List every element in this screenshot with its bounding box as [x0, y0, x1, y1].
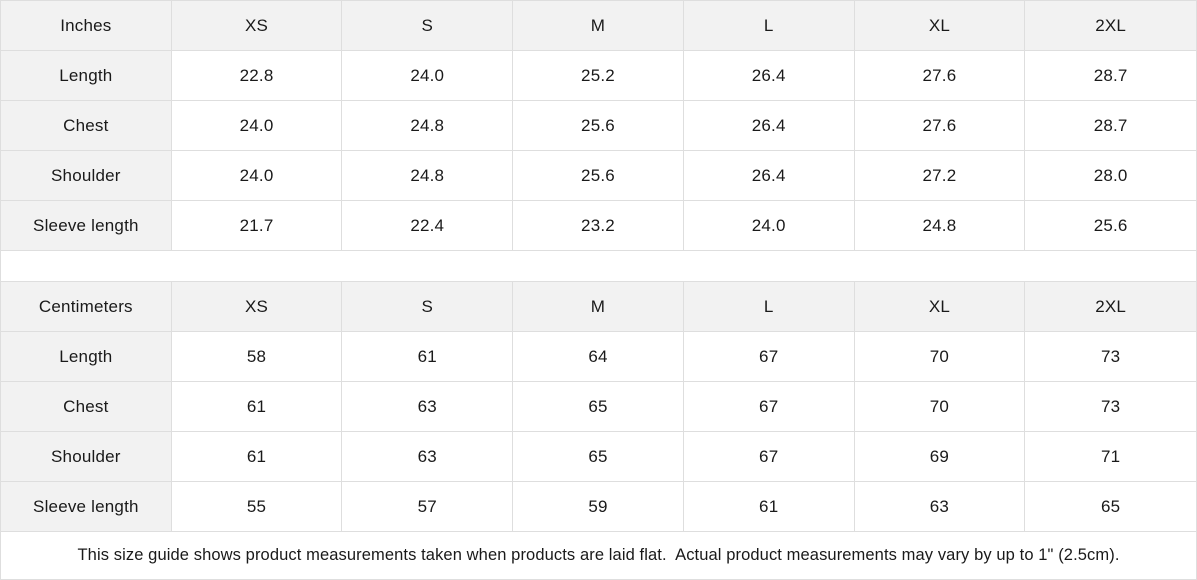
measurement-cell: 25.2: [513, 51, 684, 101]
size-column-header: XS: [171, 282, 343, 332]
measurement-cell: 65: [513, 432, 684, 482]
measurement-cell: 25.6: [513, 151, 684, 201]
measurement-cell: 24.0: [171, 151, 343, 201]
measurement-cell: 24.8: [342, 101, 514, 151]
measurement-cell: 61: [683, 482, 855, 532]
measurement-cell: 22.8: [171, 51, 343, 101]
measurement-cell: 27.6: [854, 101, 1026, 151]
row-label: Sleeve length: [1, 201, 172, 251]
measurement-cell: 61: [342, 332, 514, 382]
unit-header-cell: Inches: [1, 1, 172, 51]
measurement-cell: 28.0: [1025, 151, 1196, 201]
measurement-cell: 63: [854, 482, 1026, 532]
measurement-cell: 67: [683, 382, 855, 432]
measurement-cell: 26.4: [683, 101, 855, 151]
measurement-cell: 67: [683, 332, 855, 382]
measurement-cell: 73: [1025, 382, 1196, 432]
measurement-cell: 69: [854, 432, 1026, 482]
row-label: Shoulder: [1, 151, 172, 201]
centimeters-table: Centimeters XS S M L XL 2XL Length 58 61 64 67 70 73 C…: [1, 282, 1196, 532]
row-label: Sleeve length: [1, 482, 172, 532]
size-column-header: 2XL: [1025, 282, 1196, 332]
measurement-cell: 28.7: [1025, 51, 1196, 101]
measurement-cell: 28.7: [1025, 101, 1196, 151]
measurement-cell: 26.4: [683, 151, 855, 201]
size-column-header: L: [683, 1, 855, 51]
table-spacer: [1, 251, 1196, 282]
measurement-cell: 64: [513, 332, 684, 382]
measurement-cell: 25.6: [513, 101, 684, 151]
size-column-header: S: [342, 1, 514, 51]
measurement-cell: 61: [171, 382, 343, 432]
row-label: Chest: [1, 382, 172, 432]
size-column-header: M: [513, 282, 684, 332]
measurement-cell: 25.6: [1025, 201, 1196, 251]
measurement-cell: 70: [854, 382, 1026, 432]
measurement-cell: 24.0: [171, 101, 343, 151]
size-column-header: XL: [854, 282, 1026, 332]
row-label: Shoulder: [1, 432, 172, 482]
measurement-cell: 24.8: [342, 151, 514, 201]
measurement-cell: 24.0: [342, 51, 514, 101]
measurement-cell: 57: [342, 482, 514, 532]
measurement-cell: 65: [1025, 482, 1196, 532]
measurement-cell: 59: [513, 482, 684, 532]
row-label: Length: [1, 51, 172, 101]
size-column-header: M: [513, 1, 684, 51]
size-column-header: XS: [171, 1, 343, 51]
inches-table: Inches XS S M L XL 2XL Length 22.8 24.0 25.2 26.4 27…: [1, 1, 1196, 251]
measurement-cell: 27.6: [854, 51, 1026, 101]
measurement-cell: 24.8: [854, 201, 1026, 251]
measurement-cell: 71: [1025, 432, 1196, 482]
size-guide-note: This size guide shows product measuremen…: [1, 532, 1196, 579]
measurement-cell: 65: [513, 382, 684, 432]
measurement-cell: 24.0: [683, 201, 855, 251]
measurement-cell: 67: [683, 432, 855, 482]
measurement-cell: 26.4: [683, 51, 855, 101]
row-label: Length: [1, 332, 172, 382]
measurement-cell: 27.2: [854, 151, 1026, 201]
size-column-header: L: [683, 282, 855, 332]
measurement-cell: 61: [171, 432, 343, 482]
size-column-header: XL: [854, 1, 1026, 51]
measurement-cell: 23.2: [513, 201, 684, 251]
measurement-cell: 21.7: [171, 201, 343, 251]
unit-header-cell: Centimeters: [1, 282, 172, 332]
row-label: Chest: [1, 101, 172, 151]
measurement-cell: 73: [1025, 332, 1196, 382]
size-column-header: S: [342, 282, 514, 332]
measurement-cell: 63: [342, 432, 514, 482]
size-column-header: 2XL: [1025, 1, 1196, 51]
measurement-cell: 22.4: [342, 201, 514, 251]
measurement-cell: 70: [854, 332, 1026, 382]
measurement-cell: 55: [171, 482, 343, 532]
measurement-cell: 58: [171, 332, 343, 382]
measurement-cell: 63: [342, 382, 514, 432]
